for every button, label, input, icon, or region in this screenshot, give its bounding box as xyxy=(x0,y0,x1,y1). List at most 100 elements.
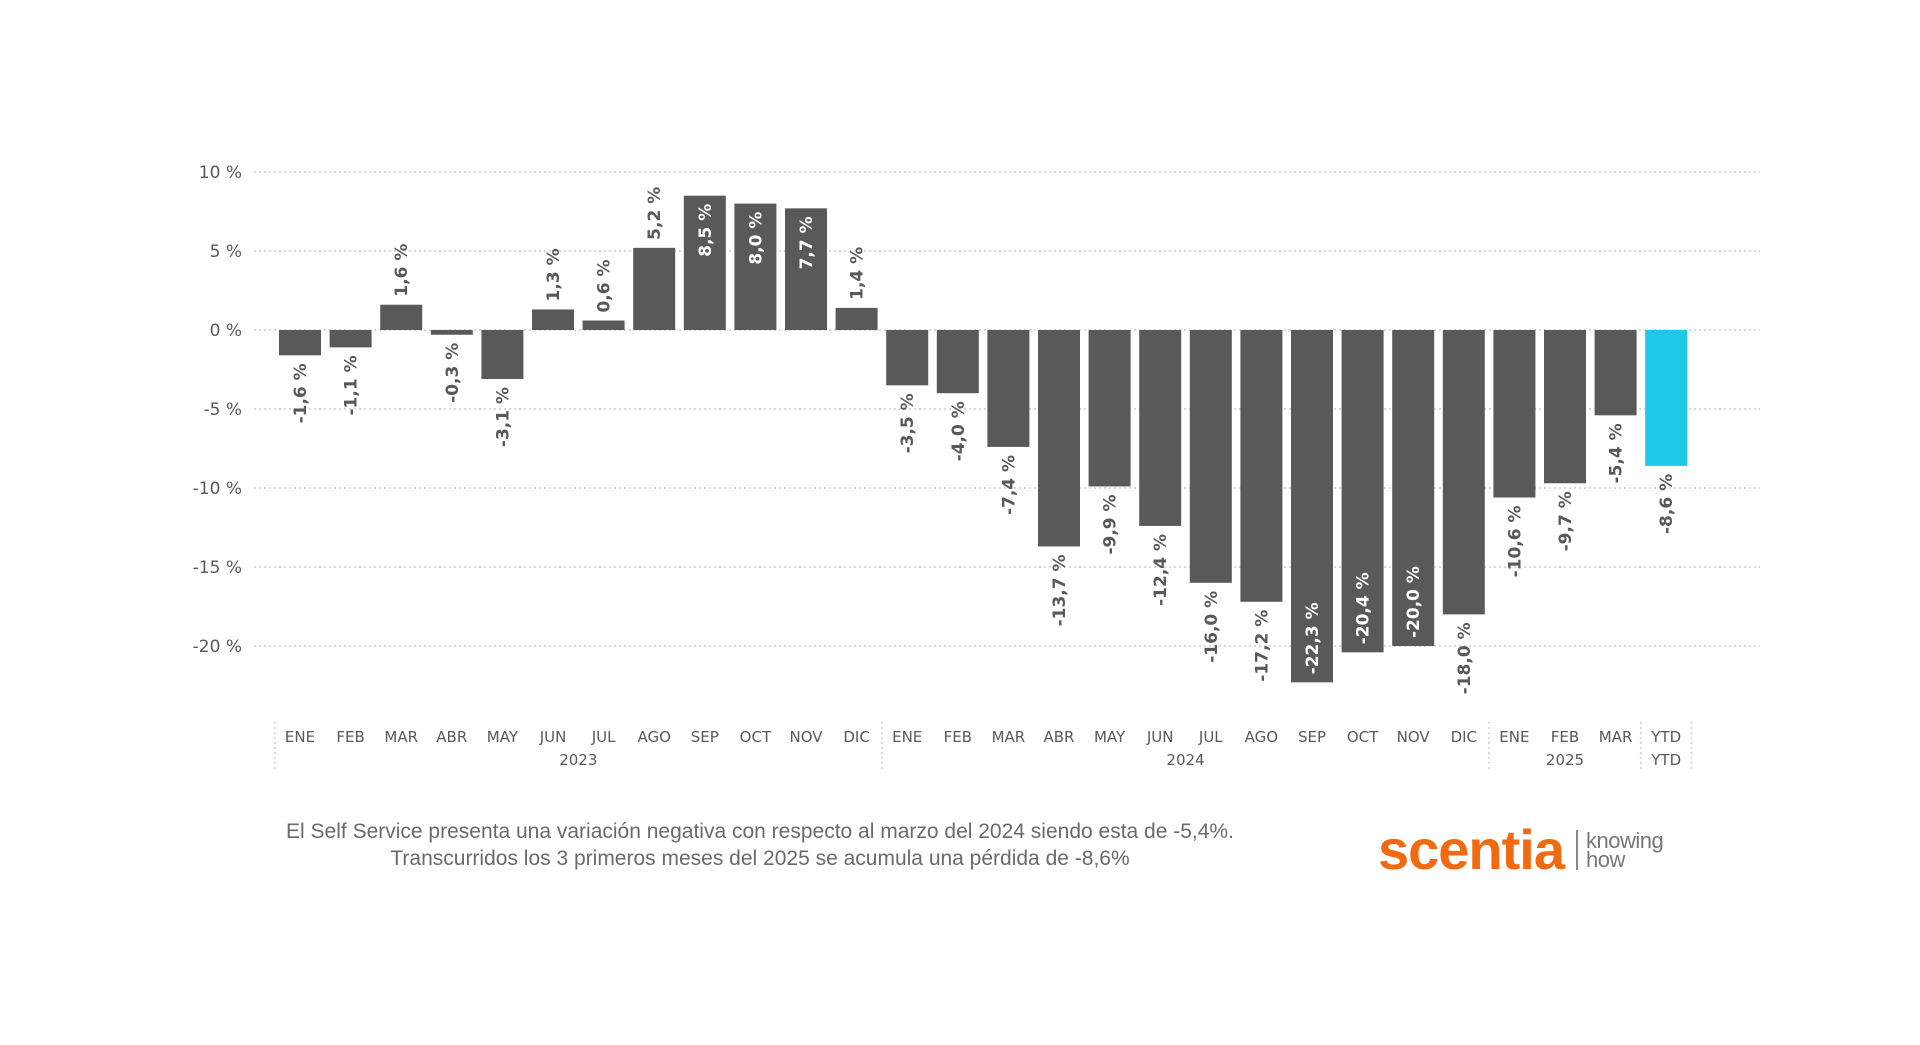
data-label: -1,1 % xyxy=(342,355,362,415)
y-tick-label: -15 % xyxy=(193,558,242,578)
logo-divider xyxy=(1576,830,1578,870)
x-tick-label: OCT xyxy=(1347,728,1379,746)
x-tick-label: OCT xyxy=(740,728,772,746)
caption-line-2: Transcurridos los 3 primeros meses del 2… xyxy=(390,847,1130,870)
bar xyxy=(1189,330,1232,583)
bar xyxy=(430,330,473,335)
x-tick-label: YTD xyxy=(1650,728,1681,746)
group-label: 2023 xyxy=(559,751,597,769)
scentia-logo: scentia knowing how xyxy=(1378,822,1664,878)
x-tick-label: SEP xyxy=(1298,728,1326,746)
x-tick-sublabel: YTD xyxy=(1650,751,1681,769)
bar xyxy=(1493,330,1536,498)
logo-tagline-2: how xyxy=(1586,847,1625,872)
data-label: 8,0 % xyxy=(746,212,766,265)
data-label: 8,5 % xyxy=(696,204,716,257)
chart-caption: El Self Service presenta una variación n… xyxy=(200,818,1320,872)
x-tick-label: ENE xyxy=(892,728,922,746)
data-label: -8,6 % xyxy=(1657,474,1677,534)
bar xyxy=(1392,330,1435,646)
x-tick-label: FEB xyxy=(944,728,972,746)
data-label: -9,7 % xyxy=(1556,491,1576,551)
data-label: 0,6 % xyxy=(595,259,615,312)
bar xyxy=(936,330,979,394)
x-tick-label: JUL xyxy=(591,728,616,746)
data-label: -3,1 % xyxy=(493,387,513,447)
bar xyxy=(1442,330,1485,615)
data-label: -12,4 % xyxy=(1151,534,1171,606)
y-tick-label: -20 % xyxy=(193,637,242,657)
bar xyxy=(1088,330,1131,487)
data-label: -16,0 % xyxy=(1202,591,1222,663)
bar xyxy=(1341,330,1384,653)
bar xyxy=(582,320,625,330)
y-tick-label: 0 % xyxy=(210,321,242,341)
bar xyxy=(1240,330,1283,602)
data-label: 5,2 % xyxy=(645,187,665,240)
data-label: 1,4 % xyxy=(848,247,868,300)
data-label: -4,0 % xyxy=(949,401,969,461)
x-tick-label: DIC xyxy=(1451,728,1477,746)
x-tick-label: MAY xyxy=(487,728,519,746)
bar xyxy=(380,304,423,330)
y-tick-label: -5 % xyxy=(203,400,242,420)
group-label: 2024 xyxy=(1166,751,1204,769)
x-tick-label: FEB xyxy=(1551,728,1579,746)
data-label: -9,9 % xyxy=(1101,494,1121,554)
data-label: -20,4 % xyxy=(1354,572,1374,644)
bar xyxy=(785,208,827,330)
data-label: -5,4 % xyxy=(1607,423,1627,483)
bar xyxy=(835,307,878,330)
bar xyxy=(1594,330,1637,416)
x-tick-label: JUL xyxy=(1198,728,1223,746)
caption-line-1: El Self Service presenta una variación n… xyxy=(286,820,1234,843)
data-label: -3,5 % xyxy=(898,393,918,453)
x-tick-label: SEP xyxy=(691,728,719,746)
logo-tagline: knowing how xyxy=(1586,830,1664,872)
bar xyxy=(734,203,777,330)
data-label: -0,3 % xyxy=(443,343,463,403)
x-tick-label: MAY xyxy=(1094,728,1126,746)
x-tick-label: JUN xyxy=(539,728,567,746)
x-tick-label: AGO xyxy=(637,728,670,746)
x-tick-label: ABR xyxy=(1044,728,1075,746)
data-label: -1,6 % xyxy=(291,363,311,423)
bar xyxy=(532,309,574,330)
bar-chart: 10 % 5 % 0 % -5 % -10 % -15 % -20 % -1,6 % ENE -1… xyxy=(193,163,1760,772)
data-label: -22,3 % xyxy=(1303,602,1323,674)
x-tick-label: ENE xyxy=(1499,728,1529,746)
x-tick-label: FEB xyxy=(336,728,364,746)
bar xyxy=(1544,330,1586,484)
group-label: 2025 xyxy=(1546,751,1584,769)
x-tick-label: JUN xyxy=(1146,728,1174,746)
bar xyxy=(1291,330,1333,683)
x-tick-label: DIC xyxy=(843,728,869,746)
data-label: -7,4 % xyxy=(999,455,1019,515)
bar xyxy=(683,195,726,330)
data-label: 1,3 % xyxy=(544,248,564,301)
x-tick-label: MAR xyxy=(992,728,1026,746)
x-tick-label: NOV xyxy=(1397,728,1431,746)
bar xyxy=(1139,330,1182,526)
data-label: 1,6 % xyxy=(392,244,412,297)
data-label: -17,2 % xyxy=(1252,610,1272,682)
bar xyxy=(987,330,1030,447)
y-tick-label: -10 % xyxy=(193,479,242,499)
x-tick-label: ENE xyxy=(285,728,315,746)
x-tick-label: ABR xyxy=(436,728,467,746)
x-tick-label: MAR xyxy=(384,728,418,746)
data-label: -10,6 % xyxy=(1505,505,1525,577)
bar xyxy=(1645,330,1688,466)
bar xyxy=(481,330,524,379)
data-label: -20,0 % xyxy=(1404,566,1424,638)
x-tick-label: MAR xyxy=(1599,728,1633,746)
x-tick-label: AGO xyxy=(1245,728,1278,746)
y-tick-label: 5 % xyxy=(210,242,242,262)
data-label: -13,7 % xyxy=(1050,554,1070,626)
data-label: 7,7 % xyxy=(797,216,817,269)
data-label: -18,0 % xyxy=(1455,622,1475,694)
bar xyxy=(1038,330,1080,547)
bar xyxy=(633,247,676,330)
y-tick-label: 10 % xyxy=(199,163,242,183)
x-tick-label: NOV xyxy=(789,728,823,746)
